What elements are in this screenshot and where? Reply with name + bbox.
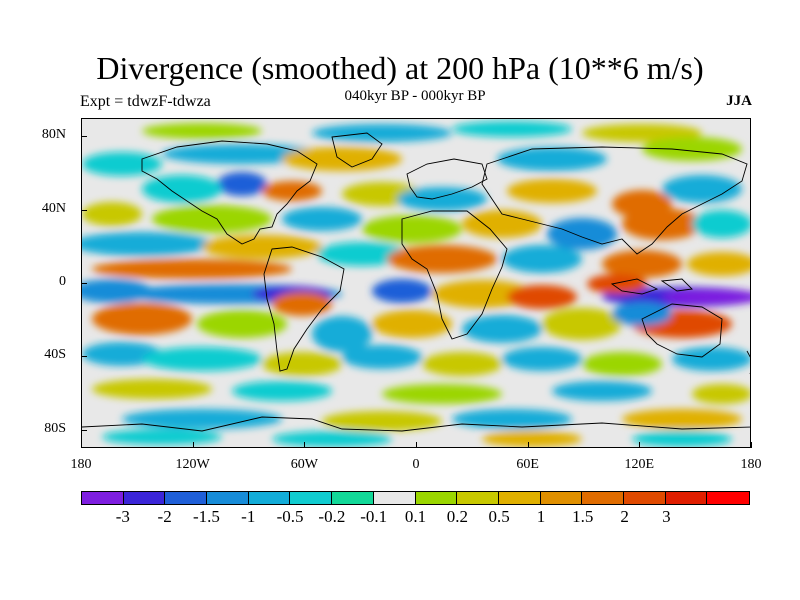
colorbar (81, 491, 750, 505)
colorbar-segment (290, 492, 333, 504)
lon-tick-mark (192, 442, 194, 448)
colorbar-segment (82, 492, 124, 504)
colorbar-label: -1 (241, 507, 256, 526)
colorbar-segment (165, 492, 208, 504)
colorbar-label: -0.5 (276, 507, 304, 526)
lon-tick-mark (416, 442, 417, 448)
colorbar-segment (582, 492, 624, 504)
lon-tick-label: 180 (740, 457, 762, 472)
lon-tick-mark (527, 442, 529, 448)
colorbar-segment (665, 492, 708, 504)
colorbar-segment (457, 492, 499, 504)
colorbar-label: -1.5 (192, 507, 220, 526)
lon-tick-label: 60E (516, 457, 539, 472)
colorbar-segment (123, 492, 166, 504)
lon-tick-mark (751, 442, 752, 448)
season-label: JJA (726, 93, 752, 109)
colorbar-segment (332, 492, 374, 504)
colorbar-label: 1.5 (572, 507, 594, 526)
colorbar-label: 2 (620, 507, 629, 526)
colorbar-label: -3 (115, 507, 130, 526)
lon-tick-label: 120W (175, 457, 210, 472)
colorbar-label: 1 (536, 507, 546, 526)
colorbar-segment (373, 492, 416, 504)
lat-tick-mark (81, 429, 87, 431)
colorbar-label: -2 (157, 507, 172, 526)
map-subtitle: 040kyr BP - 000kyr BP (344, 88, 486, 104)
lat-tick-mark (81, 136, 87, 138)
lon-tick-mark (304, 442, 306, 448)
colorbar-label: -0.1 (360, 507, 388, 526)
colorbar-segment (623, 492, 666, 504)
lat-tick-label: 80S (44, 420, 66, 436)
lat-tick-mark (81, 209, 87, 211)
colorbar-label: 3 (662, 507, 671, 526)
colorbar-segment (207, 492, 249, 504)
lat-tick-mark (81, 356, 87, 358)
colorbar-segment (540, 492, 583, 504)
map-plot-area (81, 118, 751, 448)
lon-tick-label: 180 (70, 457, 92, 472)
lat-tick-label: 40S (44, 347, 66, 363)
lat-tick-label: 0 (59, 274, 66, 289)
colorbar-label: -0.2 (318, 507, 346, 526)
colorbar-segment (498, 492, 541, 504)
coastlines (82, 132, 750, 432)
lon-tick-mark (81, 442, 82, 448)
lat-tick-label: 40N (41, 200, 66, 216)
map-title: Divergence (smoothed) at 200 hPa (10**6 … (96, 50, 704, 86)
field-blobs (82, 121, 750, 447)
lat-tick-mark (81, 283, 87, 284)
divergence-field (82, 119, 750, 447)
colorbar-segment (415, 492, 458, 504)
lon-tick-mark (639, 442, 641, 448)
colorbar-label: 0.1 (404, 507, 427, 526)
colorbar-label: 0.2 (446, 507, 468, 526)
lon-tick-label: 60W (290, 457, 318, 472)
lon-tick-label: 0 (412, 457, 420, 472)
colorbar-segment (707, 492, 749, 504)
colorbar-segment (248, 492, 291, 504)
lat-tick-label: 80N (41, 127, 66, 143)
colorbar-label: 0.5 (488, 507, 510, 526)
lon-tick-label: 120E (624, 457, 655, 472)
experiment-label: Expt = tdwzF-tdwza (80, 93, 211, 110)
